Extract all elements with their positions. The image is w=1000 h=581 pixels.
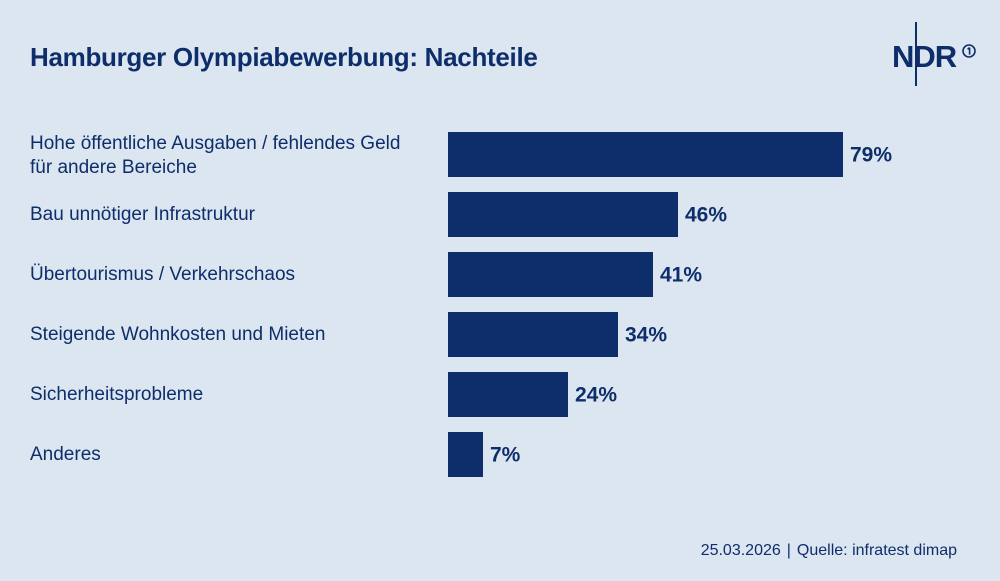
bar-3 <box>448 312 618 357</box>
category-label-1-0: Bau unnötiger Infrastruktur <box>30 204 256 225</box>
footer-source: Quelle: infratest dimap <box>796 542 957 559</box>
category-label-3-0: Steigende Wohnkosten und Mieten <box>30 324 325 345</box>
value-label-1: 46% <box>685 204 727 227</box>
bar-5 <box>448 432 483 477</box>
value-label-3: 34% <box>625 324 667 347</box>
bar-4 <box>448 372 568 417</box>
ndr-logo: NDR <box>892 22 982 88</box>
footer-separator: | <box>786 542 791 559</box>
bar-1 <box>448 192 678 237</box>
footer-date: 25.03.2026 <box>700 542 781 559</box>
value-label-2: 41% <box>660 264 702 287</box>
ard-one-icon <box>962 44 976 58</box>
bar-2 <box>448 252 653 297</box>
category-label-0-0: Hohe öffentliche Ausgaben / fehlendes Ge… <box>30 133 400 154</box>
value-label-0: 79% <box>850 144 892 167</box>
category-label-5-0: Anderes <box>30 444 101 465</box>
ndr-logo-text: NDR <box>892 39 957 74</box>
bar-chart: 79% Hohe öffentliche Ausgaben / fehlendes… <box>30 132 892 477</box>
ndr-logo-divider <box>915 22 917 86</box>
category-label-0-1: für andere Bereiche <box>30 157 197 178</box>
category-label-4-0: Sicherheitsprobleme <box>30 384 203 405</box>
bar-0 <box>448 132 843 177</box>
footer: 25.03.2026 | Quelle: infratest dimap <box>701 542 957 560</box>
value-label-5: 7% <box>490 444 521 467</box>
chart-title: Hamburger Olympiabewerbung: Nachteile <box>30 42 538 72</box>
value-label-4: 24% <box>575 384 617 407</box>
category-label-2-0: Übertourismus / Verkehrschaos <box>30 264 295 285</box>
